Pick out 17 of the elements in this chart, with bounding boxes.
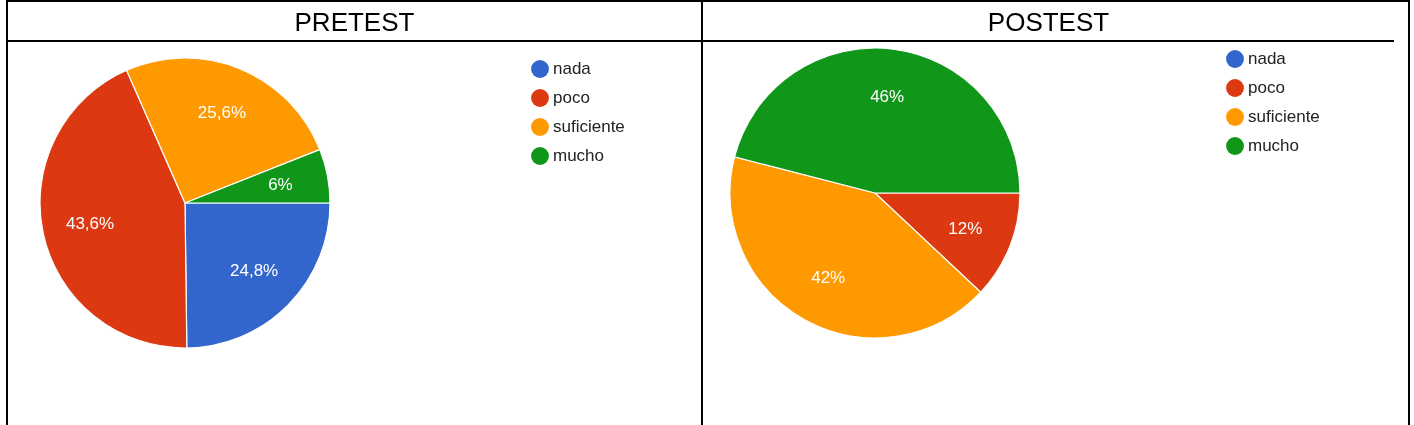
legend-label: poco [1248,78,1285,97]
data-label: 42% [811,268,846,288]
legend-label: nada [1248,49,1287,68]
legend-label: mucho [1248,136,1300,155]
data-label: 6% [268,174,293,194]
data-label: 25,6% [197,103,246,123]
data-label: 46% [870,86,905,106]
legend-label: suficiente [1248,107,1320,126]
chart-title: POSTEST [703,2,1394,42]
legend-label: nada [553,59,592,78]
legend-label: mucho [553,146,605,165]
data-label: 24,8% [230,261,279,281]
data-label: 43,6% [65,213,115,233]
legend-label: suficiente [553,117,625,136]
data-label: 12% [948,218,983,238]
legend-label: poco [553,88,590,107]
chart-title: PRETEST [8,2,701,42]
